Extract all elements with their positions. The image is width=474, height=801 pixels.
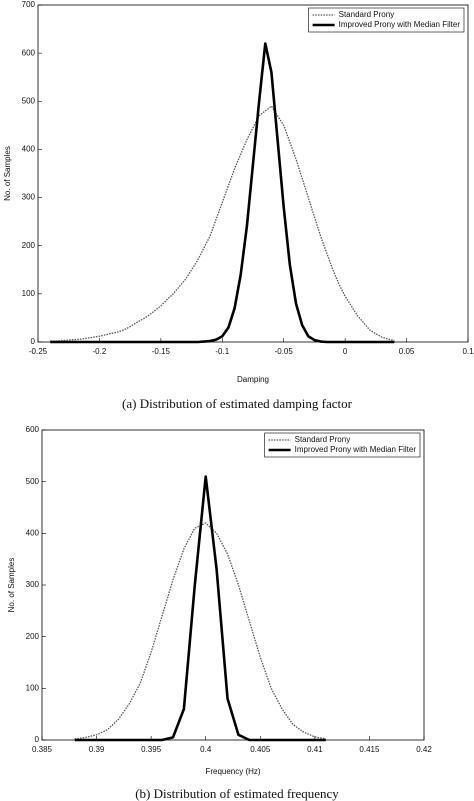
legend-label: Improved Prony with Median Filter (339, 20, 461, 29)
y-tick-label: 200 (26, 632, 40, 641)
x-axis-label: Damping (237, 375, 269, 384)
y-tick-label: 300 (26, 580, 40, 589)
legend-label: Standard Prony (339, 10, 395, 19)
x-tick-label: 0.385 (32, 745, 53, 754)
series-line (50, 105, 395, 342)
legend-label: Standard Prony (295, 435, 351, 444)
x-tick-label: -0.1 (215, 347, 229, 356)
y-axis-label: No. of Samples (7, 558, 16, 613)
caption: (b) Distribution of estimated frequency (135, 786, 339, 801)
y-tick-label: 400 (26, 528, 40, 537)
y-tick-label: 200 (22, 241, 36, 250)
caption: (a) Distribution of estimated damping fa… (122, 396, 353, 411)
x-tick-label: 0.39 (89, 745, 105, 754)
x-tick-label: 0.42 (416, 745, 432, 754)
legend-box (264, 432, 421, 458)
x-tick-label: 0.395 (141, 745, 162, 754)
x-tick-label: -0.25 (29, 347, 48, 356)
x-tick-label: 0 (343, 347, 348, 356)
y-tick-label: 0 (31, 337, 36, 346)
x-tick-label: -0.05 (275, 347, 294, 356)
y-tick-label: 100 (26, 683, 40, 692)
x-tick-label: 0.4 (200, 745, 212, 754)
y-tick-label: 500 (22, 96, 36, 105)
series-line (74, 522, 326, 740)
y-axis-label: No. of Samples (3, 146, 12, 201)
x-tick-label: 0.05 (399, 347, 415, 356)
series-line (74, 475, 326, 742)
y-tick-label: 400 (22, 145, 36, 154)
x-axis-label: Frequency (Hz) (205, 767, 260, 776)
y-tick-label: 700 (22, 0, 36, 9)
y-tick-label: 500 (26, 477, 40, 486)
plot-frame (41, 429, 425, 741)
y-tick-label: 0 (35, 735, 40, 744)
y-tick-label: 300 (22, 193, 36, 202)
x-tick-label: 0.41 (307, 745, 323, 754)
legend-label: Improved Prony with Median Filter (295, 445, 417, 454)
y-tick-label: 100 (22, 289, 36, 298)
legend-box (308, 7, 465, 33)
x-tick-label: -0.15 (152, 347, 171, 356)
x-tick-label: 0.1 (462, 347, 474, 356)
plot-frame (37, 4, 469, 343)
series-line (50, 42, 395, 344)
x-tick-label: -0.2 (93, 347, 107, 356)
y-tick-label: 600 (22, 48, 36, 57)
y-tick-label: 600 (26, 425, 40, 434)
x-tick-label: 0.415 (359, 745, 380, 754)
x-tick-label: 0.405 (250, 745, 271, 754)
